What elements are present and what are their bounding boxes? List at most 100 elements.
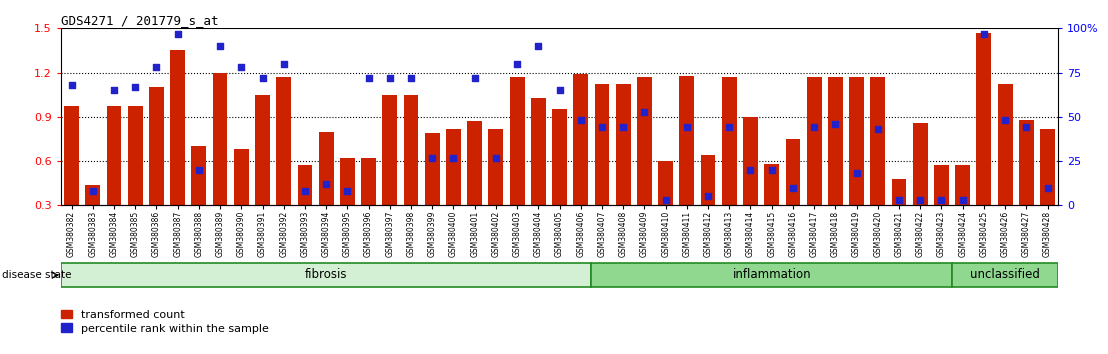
Point	[720, 125, 738, 130]
Bar	[1019, 120, 1034, 205]
Bar	[592, 263, 952, 287]
Point	[254, 75, 271, 81]
Bar	[573, 74, 588, 205]
Point	[1038, 185, 1056, 190]
Legend: transformed count, percentile rank within the sample: transformed count, percentile rank withi…	[61, 310, 269, 333]
Bar	[1040, 129, 1055, 205]
Text: unclassified: unclassified	[971, 268, 1040, 281]
Bar	[552, 109, 567, 205]
Bar	[616, 84, 630, 205]
Point	[912, 197, 930, 203]
Point	[84, 188, 102, 194]
Point	[105, 87, 123, 93]
Bar	[64, 107, 79, 205]
Bar	[892, 179, 906, 205]
Bar	[468, 121, 482, 205]
Bar	[106, 107, 122, 205]
Bar	[85, 185, 100, 205]
Bar	[786, 139, 800, 205]
Bar	[743, 117, 758, 205]
Bar	[955, 166, 971, 205]
Point	[593, 125, 611, 130]
Point	[212, 43, 229, 49]
Point	[806, 125, 823, 130]
Point	[954, 197, 972, 203]
Bar	[382, 95, 398, 205]
Point	[296, 188, 314, 194]
Point	[509, 61, 526, 67]
Bar	[807, 77, 821, 205]
Point	[168, 31, 186, 36]
Point	[784, 185, 802, 190]
Bar	[952, 263, 1058, 287]
Bar	[255, 95, 270, 205]
Text: fibrosis: fibrosis	[305, 268, 348, 281]
Point	[551, 87, 568, 93]
Point	[530, 43, 547, 49]
Bar	[721, 77, 737, 205]
Point	[444, 155, 462, 160]
Bar	[234, 149, 248, 205]
Bar	[447, 129, 461, 205]
Point	[636, 109, 654, 114]
Point	[488, 155, 505, 160]
Point	[699, 194, 717, 199]
Bar	[658, 161, 673, 205]
Point	[827, 121, 844, 127]
Point	[1017, 125, 1035, 130]
Bar	[637, 77, 652, 205]
Bar	[148, 87, 164, 205]
Bar	[213, 73, 227, 205]
Point	[933, 197, 951, 203]
Point	[996, 118, 1014, 123]
Point	[339, 188, 357, 194]
Point	[465, 75, 483, 81]
Point	[890, 197, 907, 203]
Bar	[700, 155, 716, 205]
Point	[741, 167, 759, 173]
Bar	[424, 133, 440, 205]
Point	[147, 64, 165, 70]
Bar	[276, 77, 291, 205]
Bar	[849, 77, 864, 205]
Point	[423, 155, 441, 160]
Bar	[871, 77, 885, 205]
Point	[762, 167, 780, 173]
Bar	[489, 129, 503, 205]
Point	[848, 171, 865, 176]
Point	[317, 181, 335, 187]
Bar	[997, 84, 1013, 205]
Point	[126, 84, 144, 90]
Point	[233, 64, 250, 70]
Point	[657, 197, 675, 203]
Bar	[679, 75, 695, 205]
Bar	[913, 123, 927, 205]
Text: inflammation: inflammation	[732, 268, 811, 281]
Text: disease state: disease state	[2, 270, 72, 280]
Bar	[403, 95, 419, 205]
Bar	[510, 77, 524, 205]
Point	[63, 82, 81, 88]
Point	[869, 126, 886, 132]
Point	[572, 118, 589, 123]
Bar	[127, 107, 143, 205]
Bar	[171, 51, 185, 205]
Bar	[531, 98, 546, 205]
Point	[275, 61, 293, 67]
Bar	[361, 158, 376, 205]
Point	[381, 75, 399, 81]
Bar	[765, 164, 779, 205]
Bar	[319, 132, 334, 205]
Bar	[298, 166, 312, 205]
Point	[614, 125, 632, 130]
Point	[402, 75, 420, 81]
Bar	[976, 33, 992, 205]
Bar	[828, 77, 843, 205]
Text: GDS4271 / 201779_s_at: GDS4271 / 201779_s_at	[61, 14, 218, 27]
Point	[360, 75, 378, 81]
Point	[678, 125, 696, 130]
Bar	[192, 146, 206, 205]
Bar	[61, 263, 592, 287]
Point	[189, 167, 207, 173]
Bar	[595, 84, 609, 205]
